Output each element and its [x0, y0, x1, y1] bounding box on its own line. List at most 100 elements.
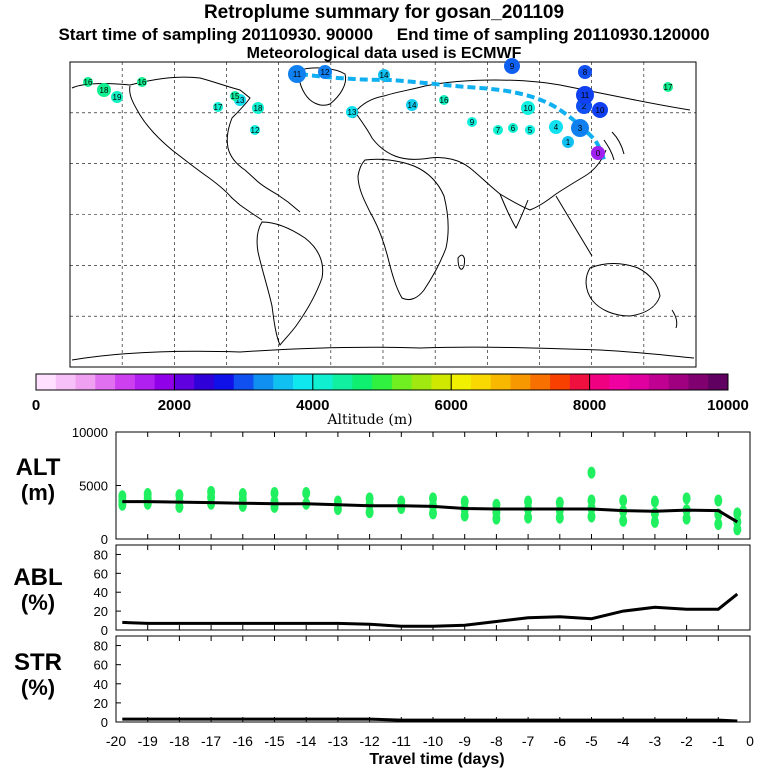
map-point: [318, 65, 332, 79]
x-tick-label: -15: [264, 733, 284, 749]
x-tick-label: -11: [392, 733, 411, 749]
colorbar-cell: [391, 374, 413, 390]
colorbar-cell: [411, 374, 432, 390]
colorbar-cell: [154, 374, 175, 390]
map-point: [525, 125, 535, 135]
map-point-label: 11: [581, 91, 590, 100]
str-title: STR: [14, 649, 62, 676]
y-tick-label: 20: [94, 604, 108, 619]
alt-scatter-point: [587, 466, 596, 479]
str-unit: (%): [21, 675, 55, 700]
y-tick-label: 80: [94, 639, 108, 654]
y-tick-label: 0: [101, 623, 108, 638]
colorbar-cell: [470, 374, 492, 390]
map-point-label: 19: [113, 93, 122, 102]
map-point-label: 9: [470, 118, 475, 127]
map-point: [288, 65, 306, 83]
colorbar-cell: [253, 374, 274, 390]
alt-scatter-point: [365, 492, 374, 505]
map-point-label: 10: [596, 106, 605, 115]
map-point-label: 0: [596, 149, 601, 158]
colorbar-cell: [609, 374, 630, 390]
x-tick-label: 0: [746, 733, 754, 749]
x-axis-label: Travel time (days): [369, 751, 504, 768]
colorbar-tick-label: 6000: [435, 397, 468, 414]
series-line-STR: [122, 717, 738, 723]
colorbar-cell: [629, 374, 650, 390]
map-point-label: 2: [582, 102, 587, 111]
colorbar-cell: [550, 374, 571, 390]
map-point: [111, 91, 123, 103]
alt-scatter-point: [682, 492, 691, 505]
map-point-label: 15: [231, 92, 240, 101]
alt-scatter-point: [302, 486, 311, 499]
colorbar-cell: [431, 374, 452, 390]
colorbar-cell: [372, 374, 393, 390]
abl-unit: (%): [21, 590, 55, 615]
map-point-label: 16: [138, 78, 147, 87]
alt-scatter-point: [733, 507, 742, 520]
met-data-line: Meteorological data used is ECMWF: [246, 45, 522, 62]
colorbar-cell: [273, 374, 294, 390]
map-point-label: 11: [293, 70, 302, 79]
chart-subtitle: Start time of sampling 20110930. 90000 E…: [58, 25, 710, 44]
alt-scatter-point: [460, 495, 469, 508]
map-point-label: 7: [496, 126, 501, 135]
alt-scatter-point: [650, 495, 659, 508]
alt-scatter-point: [270, 486, 279, 499]
map-point: [562, 136, 574, 148]
x-tick-label: -17: [201, 733, 221, 749]
x-tick-label: -20: [106, 733, 126, 749]
x-tick-label: -16: [233, 733, 253, 749]
map-point: [549, 120, 563, 134]
colorbar-cell: [194, 374, 215, 390]
x-tick-label: -12: [359, 733, 379, 749]
colorbar-tick-label: 8000: [573, 397, 606, 414]
y-tick-label: 60: [94, 566, 108, 581]
panel-alt: 10000 5000 0: [72, 425, 751, 547]
map-point-label: 13: [348, 108, 357, 117]
alt-scatter-point: [733, 515, 742, 528]
x-tick-label: -9: [458, 733, 471, 749]
x-tick-label: -6: [554, 733, 567, 749]
map-point-label: 17: [214, 103, 223, 112]
colorbar-cell: [688, 374, 709, 390]
x-tick-label: -7: [522, 733, 535, 749]
alt-scatter-point: [207, 485, 216, 498]
x-tick-label: -18: [169, 733, 189, 749]
colorbar-cell: [134, 374, 156, 390]
map-point: [252, 102, 264, 114]
altitude-colorbar: 0 2000 4000 6000 8000 10000 Altitude (m): [32, 373, 749, 428]
map-point-label: 16: [440, 96, 449, 105]
alt-scatter-point: [587, 510, 596, 523]
chart-title: Retroplume summary for gosan_201109: [203, 2, 565, 23]
colorbar-cell: [213, 374, 235, 390]
colorbar-cell: [36, 374, 57, 390]
map-point-label: 4: [554, 123, 559, 132]
map-point: [521, 101, 535, 115]
colorbar-cell: [233, 374, 254, 390]
colorbar-label: Altitude (m): [326, 412, 412, 428]
alt-scatter-point: [175, 489, 184, 502]
colorbar-cell: [75, 374, 96, 390]
map-point: [83, 77, 93, 87]
map-point-label: 12: [251, 126, 260, 135]
colorbar-cell: [174, 374, 195, 390]
map-point: [467, 117, 477, 127]
x-tick-label: -8: [490, 733, 503, 749]
series-line-median-altitude: [122, 500, 739, 524]
map-point: [97, 83, 111, 97]
y-tick-label: 0: [101, 715, 108, 730]
map-point-label: 8: [583, 68, 588, 77]
map-point-label: 18: [100, 86, 109, 95]
alt-scatter-point: [118, 490, 127, 503]
alt-scatter-point: [143, 488, 152, 501]
map-point: [439, 95, 449, 105]
y-tick-label: 10000: [72, 425, 108, 440]
colorbar-cell: [530, 374, 551, 390]
map-point-label: 3: [578, 124, 583, 133]
map-point-label: 6: [511, 124, 516, 133]
colorbar-cell: [648, 374, 670, 390]
